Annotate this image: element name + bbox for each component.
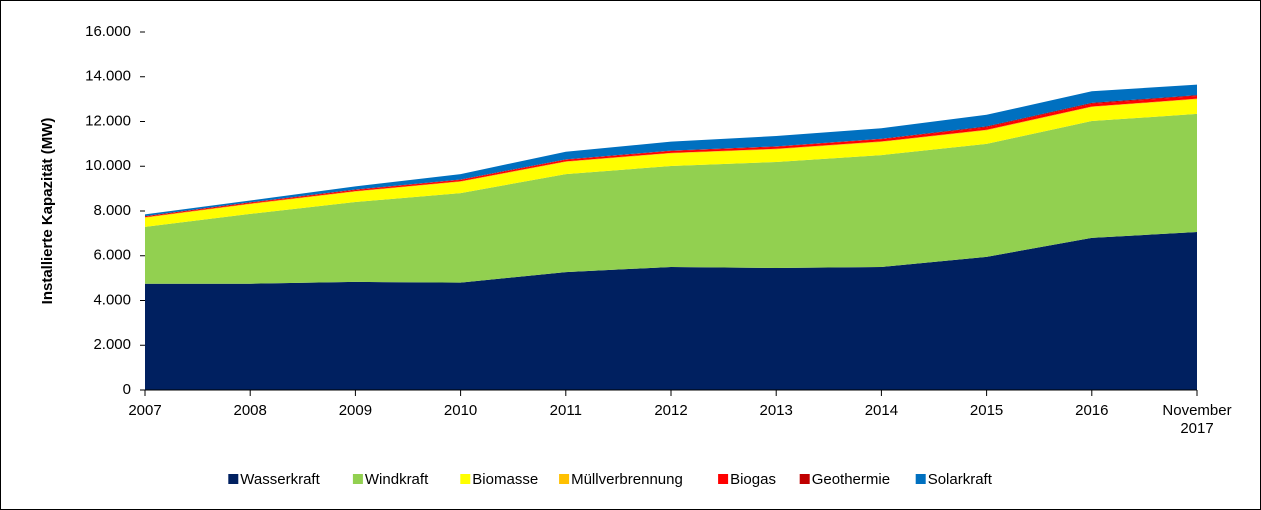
legend-swatch [559,474,570,484]
legend-label: Biogas [730,471,776,488]
x-tick-label: 2013 [759,402,793,419]
y-axis-label: Installierte Kapazität (MW) [39,118,56,305]
area [145,99,1197,227]
y-tick-label: 2.000 [93,336,131,353]
legend-label: Geothermie [812,471,890,488]
x-tick-label: 2008 [233,402,267,419]
legend-swatch [228,474,239,484]
y-tick-label: 8.000 [93,202,131,219]
legend-label: Biomasse [472,471,538,488]
y-tick-label: 10.000 [85,157,131,174]
y-tick-label: 4.000 [93,291,131,308]
x-tick-label: 2007 [128,402,162,419]
x-tick-label: 2011 [549,402,582,419]
legend-swatch [799,474,810,484]
x-tick-label: 2009 [338,402,373,419]
area [145,113,1197,284]
y-tick-label: 6.000 [93,247,131,264]
x-tick-label: 2014 [864,402,899,419]
x-tick-label: 2016 [1075,402,1109,419]
x-tick-label: 2010 [443,402,478,419]
y-tick-label: 16.000 [85,23,131,40]
legend-swatch [460,474,471,484]
legend-label: Solarkraft [928,471,993,488]
y-tick-label: 14.000 [85,68,131,85]
legend-label: Wasserkraft [240,471,320,488]
legend-swatch [718,474,729,484]
area [145,84,1197,217]
x-tick-label: 2015 [969,402,1004,419]
y-tick-label: 0 [123,381,131,398]
legend-label: Müllverbrennung [571,471,683,488]
legend-swatch [915,474,926,484]
area [145,232,1197,390]
x-tick-label: November 2017 [1162,402,1232,437]
legend-label: Windkraft [365,471,429,488]
legend-swatch [352,474,363,484]
y-tick-label: 12.000 [85,112,131,129]
x-tick-label: 2012 [654,402,688,419]
